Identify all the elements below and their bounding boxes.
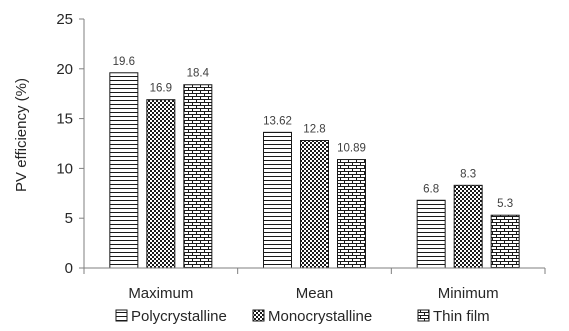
category-label-mean: Mean [296,285,334,302]
legend-swatch-monocrystalline [253,310,264,321]
bar-monocrystalline-mean [301,141,329,268]
y-axis-label: PV efficiency (%) [13,78,30,192]
data-label: 8.3 [460,168,476,180]
category-label-maximum: Maximum [128,285,193,302]
data-label: 18.4 [187,68,210,80]
data-label: 13.62 [263,115,292,127]
y-tick-label: 25 [56,11,73,28]
legend-swatch-thin-film [418,310,429,321]
legend-swatch-polycrystalline [116,310,127,321]
bar-polycrystalline-mean [264,132,292,268]
bar-thin-film-maximum [184,85,212,268]
y-tick-label: 10 [56,160,73,177]
bar-polycrystalline-minimum [417,200,445,268]
y-axis-title: PV efficiency (%) [13,78,30,192]
y-tick-label: 5 [65,210,73,227]
data-label: 12.8 [303,124,325,136]
legend-label: Polycrystalline [131,308,227,325]
y-axis-ticks: 0 5 10 15 20 25 [56,11,84,277]
bar-groups [110,73,519,268]
y-tick-label: 15 [56,111,73,128]
bar-thin-film-mean [338,160,366,268]
bar-polycrystalline-maximum [110,73,138,268]
bar-monocrystalline-minimum [454,185,482,268]
bar-monocrystalline-maximum [147,100,175,268]
legend-label: Monocrystalline [268,308,372,325]
data-label: 10.89 [337,143,366,155]
y-tick-label: 20 [56,61,73,78]
data-label: 5.3 [497,198,513,210]
category-labels: Maximum Mean Minimum [128,285,498,302]
legend-label: Thin film [433,308,490,325]
data-label: 16.9 [150,83,172,95]
bar-thin-film-minimum [491,215,519,268]
category-label-minimum: Minimum [438,285,499,302]
data-label: 19.6 [113,56,135,68]
legend: Polycrystalline Monocrystalline Thin film [116,308,490,325]
y-tick-label: 0 [65,260,73,277]
data-label: 6.8 [423,183,439,195]
